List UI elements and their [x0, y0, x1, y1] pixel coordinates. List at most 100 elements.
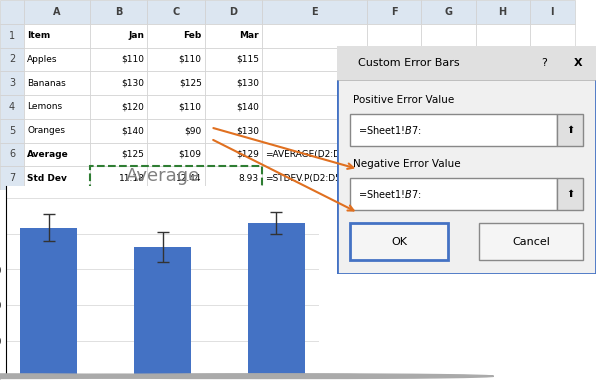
Bar	[530, 71, 575, 95]
Bar	[530, 24, 575, 48]
Bar	[262, 95, 367, 119]
Bar	[90, 119, 147, 142]
Bar	[337, 46, 596, 80]
Bar	[24, 48, 90, 71]
Bar	[530, 119, 575, 142]
Text: 4: 4	[9, 102, 15, 112]
Bar	[367, 0, 421, 24]
Bar	[262, 119, 367, 142]
Bar	[421, 0, 476, 24]
Text: 6: 6	[9, 149, 15, 159]
Bar	[24, 24, 90, 48]
Bar	[205, 0, 262, 24]
Bar	[20, 228, 77, 376]
Bar	[90, 0, 147, 24]
Bar	[0, 119, 24, 142]
Text: $130: $130	[122, 79, 144, 88]
Bar	[350, 223, 448, 260]
Bar	[205, 95, 262, 119]
Bar	[24, 119, 90, 142]
Bar	[90, 166, 147, 190]
Bar	[530, 95, 575, 119]
Bar	[147, 48, 205, 71]
Text: $140: $140	[236, 102, 259, 111]
Bar	[476, 0, 530, 24]
Text: $90: $90	[184, 126, 202, 135]
Bar	[205, 48, 262, 71]
Bar	[147, 24, 205, 48]
Text: Oranges: Oranges	[27, 126, 65, 135]
Bar	[367, 95, 421, 119]
Text: $109: $109	[179, 150, 202, 159]
Bar	[147, 95, 205, 119]
Text: 3: 3	[9, 78, 15, 88]
Bar	[421, 24, 476, 48]
Bar	[24, 71, 90, 95]
Bar	[367, 48, 421, 71]
Bar	[0, 71, 24, 95]
Bar	[205, 24, 262, 48]
Text: G: G	[444, 7, 453, 17]
Bar	[476, 119, 530, 142]
Bar	[262, 0, 367, 24]
Text: =Sheet1!$B$7:: =Sheet1!$B$7:	[358, 188, 421, 200]
Bar	[476, 24, 530, 48]
Bar	[262, 166, 367, 190]
Circle shape	[132, 374, 494, 378]
Bar	[367, 119, 421, 142]
Text: =STDEV.P(D2:D5): =STDEV.P(D2:D5)	[265, 174, 344, 183]
Text: Jan: Jan	[128, 31, 144, 40]
Text: Average: Average	[27, 150, 69, 159]
Circle shape	[42, 374, 403, 378]
Bar	[262, 24, 367, 48]
Text: Positive Error Value: Positive Error Value	[353, 95, 454, 105]
Bar	[147, 0, 205, 24]
Bar	[147, 71, 205, 95]
Bar	[134, 247, 191, 376]
Text: =Sheet1!$B$7:: =Sheet1!$B$7:	[358, 124, 421, 136]
Text: 11.18: 11.18	[119, 174, 144, 183]
Text: $130: $130	[236, 79, 259, 88]
Bar	[421, 142, 476, 166]
Text: Feb: Feb	[184, 31, 202, 40]
Text: $110: $110	[179, 55, 202, 64]
Bar	[90, 95, 147, 119]
Text: =AVERAGE(D2:D5): =AVERAGE(D2:D5)	[265, 150, 349, 159]
Bar	[90, 48, 147, 71]
Bar	[262, 48, 367, 71]
Bar	[24, 0, 90, 24]
Text: OK: OK	[391, 237, 407, 247]
Text: 8.93: 8.93	[239, 174, 259, 183]
Bar	[557, 114, 583, 146]
Bar	[24, 95, 90, 119]
Bar	[421, 166, 476, 190]
Text: Lemons: Lemons	[27, 102, 62, 111]
Text: Cancel: Cancel	[512, 237, 550, 247]
Bar	[205, 142, 262, 166]
Bar	[421, 48, 476, 71]
Bar	[367, 142, 421, 166]
Bar	[0, 142, 24, 166]
Bar	[530, 142, 575, 166]
Bar	[476, 166, 530, 190]
Bar	[262, 71, 367, 95]
Text: Negative Error Value: Negative Error Value	[353, 159, 461, 169]
Bar	[24, 166, 90, 190]
Bar	[248, 223, 305, 376]
Text: $115: $115	[236, 55, 259, 64]
Text: Bananas: Bananas	[27, 79, 66, 88]
Bar	[476, 71, 530, 95]
Bar	[530, 166, 575, 190]
Bar	[205, 71, 262, 95]
Text: B: B	[115, 7, 123, 17]
Text: Apples: Apples	[27, 55, 58, 64]
Bar	[367, 166, 421, 190]
Bar	[0, 166, 24, 190]
Bar	[205, 166, 262, 190]
Bar	[24, 142, 90, 166]
Bar	[476, 142, 530, 166]
Text: Custom Error Bars: Custom Error Bars	[358, 58, 459, 68]
Text: H: H	[498, 7, 507, 17]
Text: 5: 5	[9, 126, 15, 136]
Text: ⬆: ⬆	[566, 189, 574, 199]
